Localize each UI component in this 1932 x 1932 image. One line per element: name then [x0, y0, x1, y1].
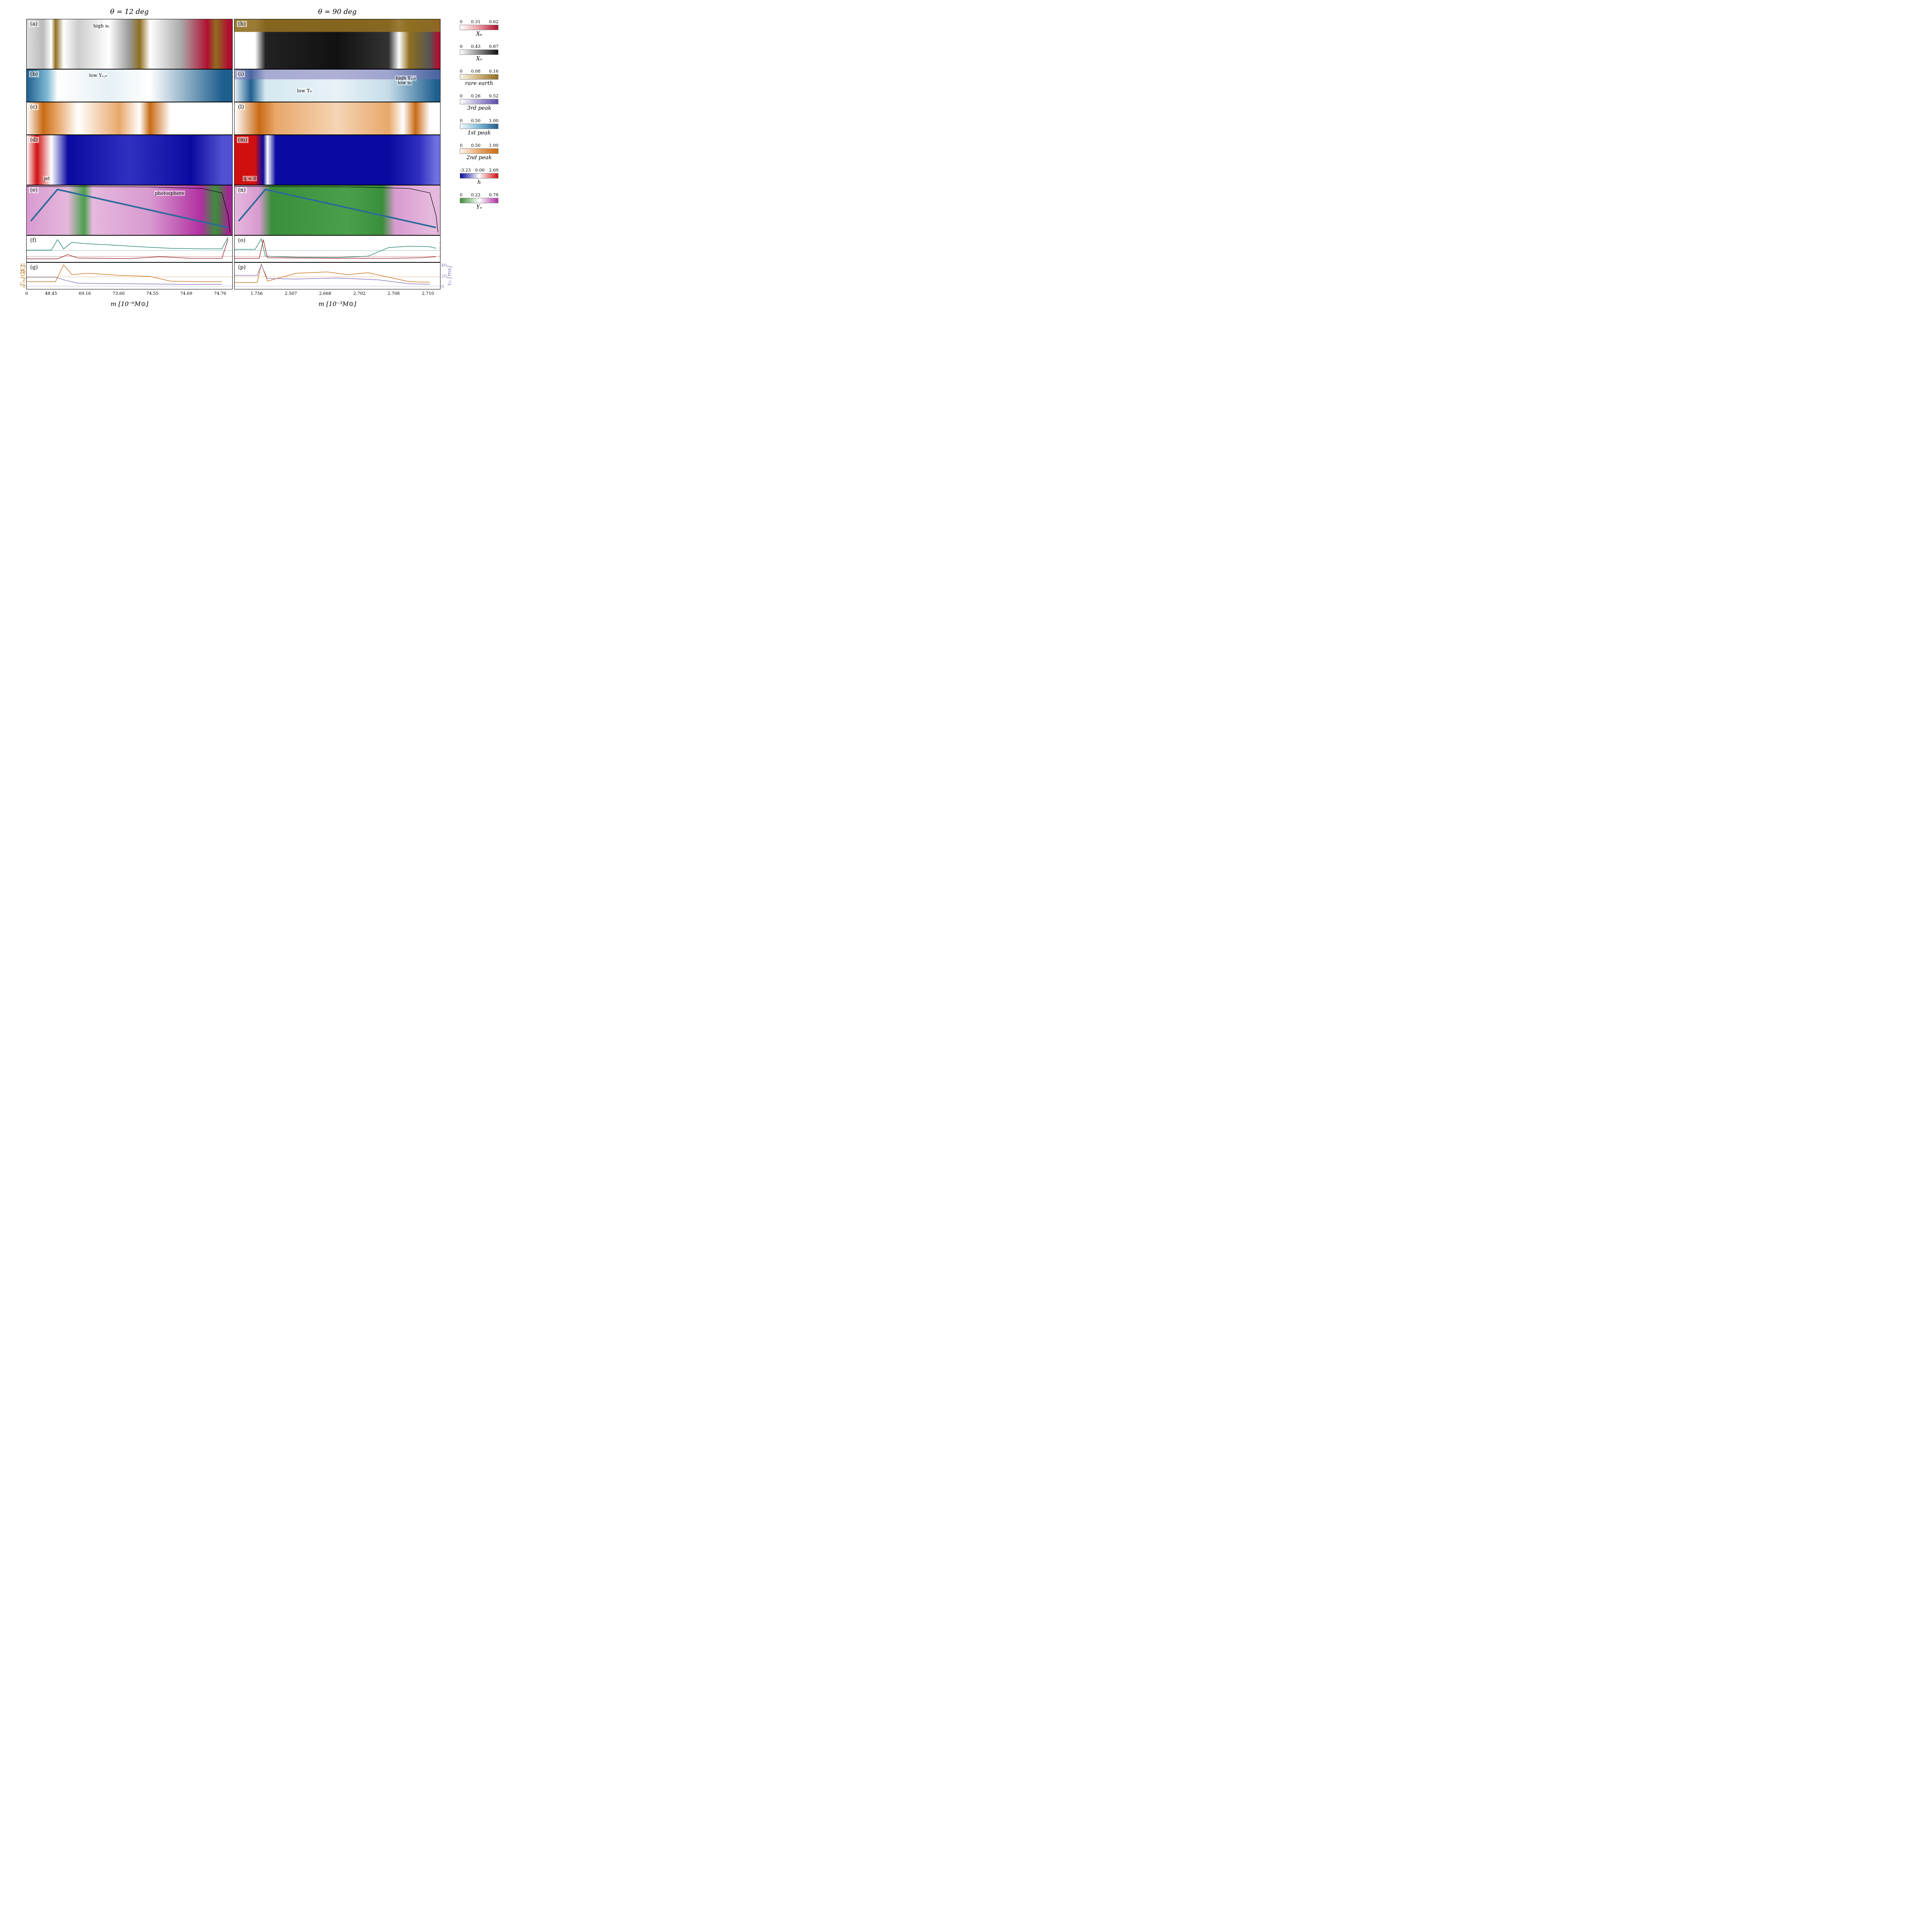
- panel-a: (a)t [s]10⁴10²10⁰10⁻²10⁻⁴high s₀: [26, 19, 233, 69]
- panel-d: (d)t [s]10⁴10²10⁰10⁻²10⁻⁴jet: [26, 135, 233, 185]
- column-0: θ = 12 deg (a)t [s]10⁴10²10⁰10⁻²10⁻⁴high …: [26, 8, 233, 308]
- panel-letter: (h): [237, 21, 247, 27]
- panel-letter: (l): [237, 104, 245, 110]
- figure-root: θ = 12 deg (a)t [s]10⁴10²10⁰10⁻²10⁻⁴high …: [8, 8, 502, 308]
- panel-letter: (d): [29, 137, 39, 143]
- annotation: photosphere: [154, 190, 185, 196]
- panel-c: (c)t [s]10²10⁰10⁻²10⁻⁴: [26, 102, 233, 135]
- x-axis-label: m [10⁻³M⊙]: [234, 300, 440, 308]
- panel-letter: (f): [29, 237, 37, 243]
- column-1: θ = 90 deg(h)(i)low T₀high Yₑ,₀low s₀(l)…: [234, 8, 440, 308]
- colorbar-Xₚ: 00.310.62Xₚ: [456, 19, 502, 37]
- annotation: low s₀: [397, 80, 412, 85]
- column-title: θ = 90 deg: [234, 8, 440, 16]
- panel-e: (e)t [s]10⁴10²10⁰10⁻²10⁻⁴photosphere: [26, 185, 233, 235]
- annotation: low T₀: [296, 88, 313, 94]
- annotation: low Yₑ,₀: [88, 73, 108, 78]
- panel-o: (o)s₀ [k_B/bar]35020050: [234, 235, 440, 262]
- colorbar-rare earth: 00.080.16rare earth: [456, 69, 502, 87]
- panel-n: (n)δm/Mₑⱼ(θ) [%]10⁰10⁻¹10⁻²10⁻³: [234, 185, 440, 235]
- annotation: jet: [43, 176, 51, 181]
- heatmap: [235, 135, 440, 185]
- panel-letter: (i): [237, 71, 245, 77]
- panel-h: (h): [234, 19, 440, 69]
- x-axis-label: m [10⁻⁶M⊙]: [26, 300, 233, 308]
- column-title: θ = 12 deg: [26, 8, 233, 16]
- heatmap: [27, 70, 232, 102]
- panel-letter: (m): [237, 137, 248, 143]
- colorbar-1st peak: 00.501.001st peak: [456, 118, 502, 136]
- panel-f: (f)Yₑ,₀0.50.30.1: [26, 235, 233, 262]
- annotation: high s₀: [92, 23, 110, 29]
- colorbar-Yₑ: 00.220.78Yₑ: [456, 192, 502, 210]
- panel-g: (g)T₀ [GK]151050048.4569.1673.6074.5574.…: [26, 262, 233, 289]
- heatmap: [27, 135, 232, 185]
- panel-letter: (b): [29, 71, 39, 77]
- heatmap: [235, 19, 440, 69]
- panel-p: (p)τ₀ [ms]402001.7562.5072.6682.7022.708…: [234, 262, 440, 289]
- heatmap: [235, 70, 440, 102]
- colorbar-Xₙ: 00.430.87Xₙ: [456, 44, 502, 62]
- panel-letter: (n): [237, 187, 247, 193]
- panel-l: (l): [234, 102, 440, 135]
- panel-letter: (e): [29, 187, 39, 193]
- heatmap: [27, 102, 232, 134]
- colorbar-2nd peak: 00.501.002nd peak: [456, 143, 502, 161]
- panel-i: (i)low T₀high Yₑ,₀low s₀: [234, 69, 440, 102]
- panel-letter: (a): [29, 21, 39, 27]
- colorbar-3rd peak: 00.260.523rd peak: [456, 94, 502, 111]
- panels-area: θ = 12 deg (a)t [s]10⁴10²10⁰10⁻²10⁻⁴high …: [26, 8, 440, 308]
- panel-letter: (c): [29, 104, 39, 110]
- heatmap: [235, 102, 440, 134]
- panel-b: (b)t [s]10²10⁰10⁻²10⁻⁴low Yₑ,₀: [26, 69, 233, 102]
- panel-m: (m) q̇ < 0: [234, 135, 440, 185]
- annotation: q̇ < 0: [243, 176, 257, 181]
- panel-letter: (p): [237, 264, 247, 270]
- colorbar-h: -3.230.002.69h: [456, 168, 502, 185]
- heatmap: [27, 19, 232, 69]
- panel-letter: (g): [29, 264, 39, 270]
- panel-letter: (o): [237, 237, 247, 243]
